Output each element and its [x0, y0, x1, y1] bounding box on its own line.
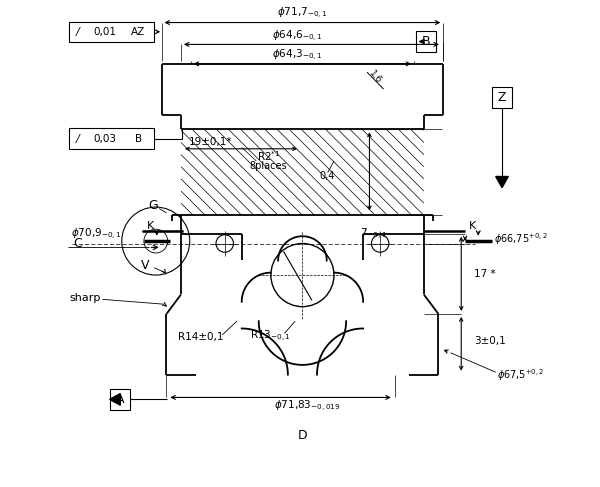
Text: D: D — [298, 429, 307, 442]
Text: sharp: sharp — [70, 293, 101, 303]
Text: AZ: AZ — [131, 27, 145, 37]
Text: R14±0,1: R14±0,1 — [178, 332, 223, 342]
Polygon shape — [496, 176, 508, 187]
Text: 0,03: 0,03 — [93, 133, 116, 144]
Bar — [416, 31, 436, 52]
Text: A: A — [116, 393, 124, 406]
Bar — [110, 389, 130, 410]
Text: /: / — [76, 133, 80, 144]
Text: R13$_{-0,1}$: R13$_{-0,1}$ — [250, 329, 292, 344]
Polygon shape — [110, 393, 121, 405]
Text: 17 *: 17 * — [474, 269, 496, 279]
Text: R2$^{*1}$: R2$^{*1}$ — [257, 149, 280, 163]
Text: V: V — [142, 259, 150, 272]
Text: 3±0,1: 3±0,1 — [474, 337, 506, 346]
Bar — [70, 129, 154, 149]
Text: 0,01: 0,01 — [93, 27, 116, 37]
Text: B: B — [135, 133, 142, 144]
Text: $\phi$71,7$_{-0,1}$: $\phi$71,7$_{-0,1}$ — [277, 6, 328, 21]
Text: 7$_{-0,1}$: 7$_{-0,1}$ — [360, 227, 387, 242]
Text: $\phi$66,75$^{+0,2}$: $\phi$66,75$^{+0,2}$ — [494, 231, 548, 246]
Text: 0,4: 0,4 — [319, 171, 334, 182]
Text: K: K — [147, 221, 155, 231]
Bar — [70, 21, 154, 42]
Text: $\phi$67,5$^{+0,2}$: $\phi$67,5$^{+0,2}$ — [497, 368, 544, 383]
Text: $\phi$71,83$_{-0,019}$: $\phi$71,83$_{-0,019}$ — [274, 399, 341, 414]
Text: 8places: 8places — [250, 161, 287, 171]
Text: 19±0,1*: 19±0,1* — [188, 136, 232, 147]
Bar — [492, 87, 512, 108]
Text: B: B — [421, 35, 430, 48]
Text: /: / — [76, 27, 80, 37]
Text: C: C — [73, 238, 82, 250]
Text: G: G — [148, 199, 158, 212]
Text: $\phi$64,6$_{-0,1}$: $\phi$64,6$_{-0,1}$ — [272, 29, 323, 44]
Text: $\phi$64,3$_{-0,1}$: $\phi$64,3$_{-0,1}$ — [272, 48, 323, 63]
Text: 1,6: 1,6 — [367, 69, 383, 85]
Text: K: K — [469, 221, 476, 231]
Text: $\phi$70,9$_{-0,1}$: $\phi$70,9$_{-0,1}$ — [71, 227, 121, 243]
Text: Z: Z — [498, 91, 506, 104]
